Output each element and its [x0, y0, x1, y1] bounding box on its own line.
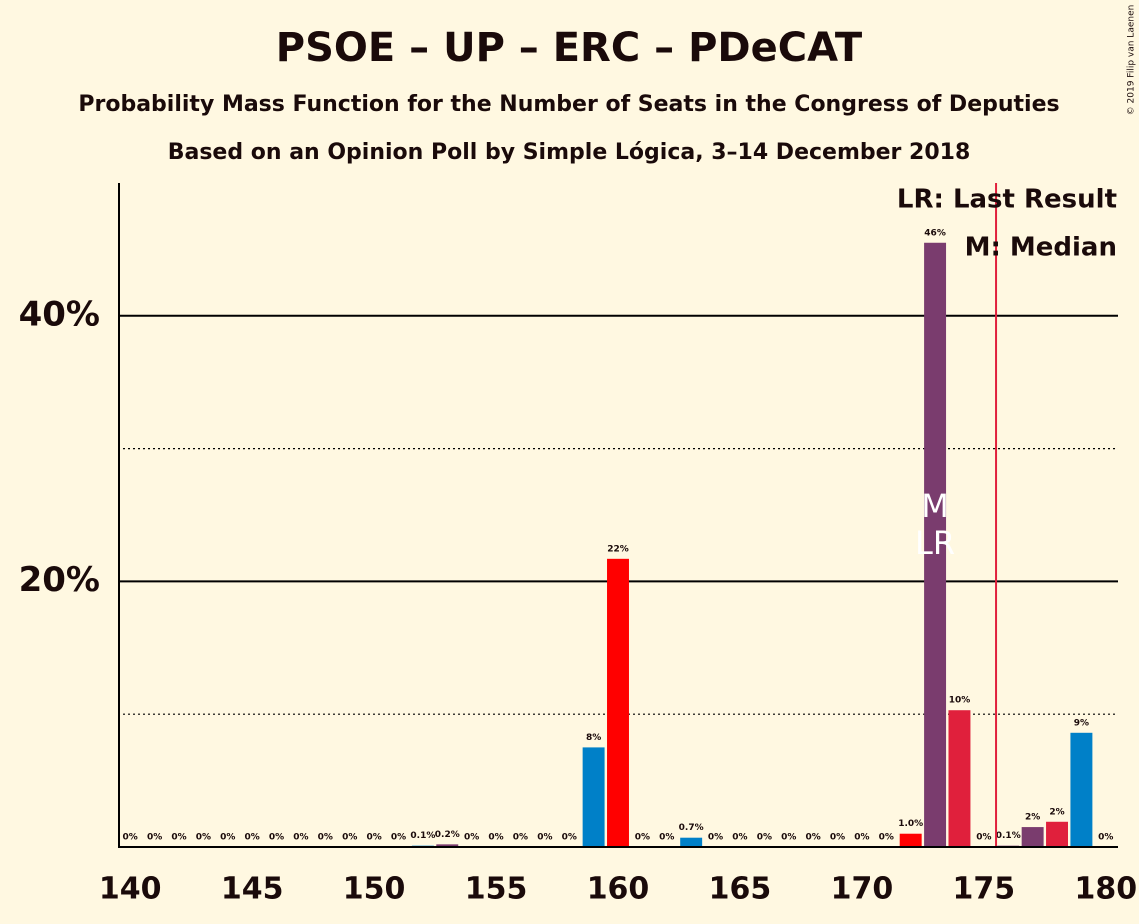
value-label: 0%	[805, 833, 820, 843]
bar	[1046, 821, 1068, 847]
value-label: 0%	[123, 833, 138, 843]
bar	[1021, 827, 1044, 847]
value-label: 0%	[464, 833, 479, 843]
value-label: 8%	[586, 733, 601, 743]
value-label: 0%	[342, 833, 357, 843]
value-label: 0%	[488, 833, 503, 843]
value-label: 0%	[757, 833, 772, 843]
subtitle: Based on an Opinion Poll by Simple Lógic…	[168, 140, 971, 165]
bar	[899, 833, 922, 847]
value-label: 0%	[513, 833, 528, 843]
y-tick-label: 40%	[19, 294, 100, 334]
value-label: 0.2%	[435, 830, 460, 840]
bar	[607, 558, 629, 847]
bar	[924, 242, 947, 847]
bar	[1070, 732, 1093, 847]
y-tick-label: 20%	[19, 560, 100, 600]
x-tick-label: 180	[1074, 872, 1137, 907]
value-label: 0%	[659, 833, 674, 843]
x-tick-label: 165	[709, 872, 772, 907]
bar	[582, 747, 605, 847]
bar	[948, 710, 971, 847]
value-label: 0%	[220, 833, 235, 843]
value-label: 1.0%	[898, 819, 923, 829]
value-label: 0%	[854, 833, 869, 843]
value-label: 0%	[171, 833, 186, 843]
chart-title: PSOE – UP – ERC – PDeCAT	[276, 25, 863, 71]
value-label: 0%	[269, 833, 284, 843]
value-label: 0%	[293, 833, 308, 843]
value-label: 46%	[924, 228, 946, 238]
bar	[680, 837, 703, 847]
value-label: 0%	[391, 833, 406, 843]
x-tick-label: 140	[99, 872, 162, 907]
legend-entry: M: Median	[965, 233, 1117, 263]
value-label: 10%	[949, 696, 971, 706]
subtitle: Probability Mass Function for the Number…	[78, 92, 1059, 117]
copyright: © 2019 Filip van Laenen	[1127, 5, 1137, 116]
value-label: 0%	[562, 833, 577, 843]
value-label: 9%	[1074, 718, 1089, 728]
last-result-marker: LR	[915, 524, 955, 562]
legend-entry: LR: Last Result	[897, 185, 1117, 215]
value-label: 0.7%	[679, 823, 704, 833]
value-label: 0%	[879, 833, 894, 843]
x-tick-label: 145	[221, 872, 284, 907]
value-label: 0%	[147, 833, 162, 843]
value-label: 0%	[781, 833, 796, 843]
value-label: 0%	[976, 833, 991, 843]
value-label: 0%	[830, 833, 845, 843]
value-label: 0%	[708, 833, 723, 843]
x-tick-label: 155	[465, 872, 528, 907]
value-label: 0%	[245, 833, 260, 843]
x-tick-label: 160	[587, 872, 650, 907]
value-label: 0%	[732, 833, 747, 843]
x-tick-label: 175	[953, 872, 1016, 907]
value-label: 0.1%	[996, 831, 1021, 841]
value-label: 0%	[537, 833, 552, 843]
value-label: 0%	[318, 833, 333, 843]
value-label: 2%	[1025, 813, 1040, 823]
value-label: 0%	[635, 833, 650, 843]
value-label: 0%	[1098, 833, 1113, 843]
median-marker: M	[921, 487, 949, 525]
value-label: 0%	[196, 833, 211, 843]
value-label: 2%	[1049, 807, 1064, 817]
x-tick-label: 170	[831, 872, 894, 907]
x-tick-label: 150	[343, 872, 406, 907]
value-label: 0%	[366, 833, 381, 843]
value-label: 22%	[607, 544, 629, 554]
bar	[436, 844, 459, 847]
value-label: 0.1%	[410, 831, 435, 841]
